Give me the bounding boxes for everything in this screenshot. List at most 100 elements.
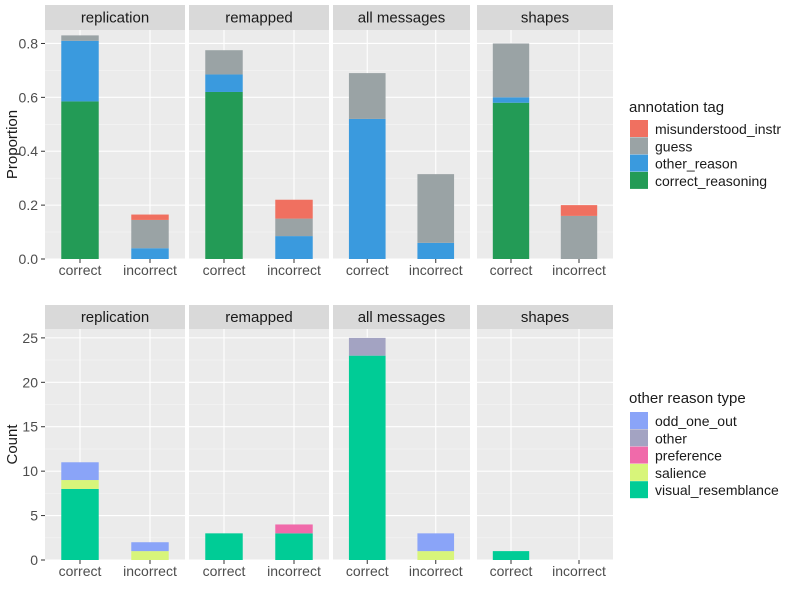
bar-segment-other-reason [131, 248, 169, 259]
bar-segment-misunderstood-instr [275, 199, 313, 219]
x-tick-label: correct [59, 262, 102, 278]
y-tick-label: 15 [22, 419, 38, 435]
legend-swatch-other-reason [630, 154, 648, 172]
panel-background [189, 329, 329, 560]
x-tick-label: incorrect [123, 262, 177, 278]
bar-segment-guess [492, 43, 530, 98]
y-axis-label: Proportion [4, 110, 21, 179]
bar-segment-odd-one-out [131, 542, 169, 552]
x-tick-label: incorrect [409, 563, 463, 579]
x-tick-label: incorrect [267, 563, 321, 579]
facet-title: replication [81, 309, 149, 326]
y-tick-label: 0 [30, 552, 38, 568]
facet-title: remapped [225, 309, 293, 326]
x-tick-label: correct [203, 563, 246, 579]
bar-segment-other-reason [61, 40, 99, 102]
y-tick-label: 20 [22, 374, 38, 390]
facet-strip [477, 305, 613, 329]
facet-strip [189, 5, 329, 30]
bar-segment-salience [61, 480, 99, 489]
y-tick-label: 10 [22, 463, 38, 479]
bar-segment-guess [348, 73, 386, 119]
x-tick-label: incorrect [552, 563, 606, 579]
bar-segment-other-reason [492, 97, 530, 103]
bar-segment-guess [275, 218, 313, 237]
facet-strip [477, 5, 613, 30]
bar-segment-correct-reasoning [205, 91, 243, 259]
facet-title: shapes [521, 309, 569, 326]
x-tick-label: correct [346, 262, 389, 278]
legend-label: guess [655, 138, 692, 154]
legend-label: salience [655, 465, 707, 481]
y-tick-label: 0.8 [19, 35, 39, 51]
bar-segment-salience [131, 551, 169, 560]
bar-segment-misunderstood-instr [131, 214, 169, 220]
facet-title: remapped [225, 10, 293, 27]
bar-segment-visual-resemblance [61, 488, 99, 560]
bar-segment-correct-reasoning [492, 102, 530, 259]
legend-label: other_reason [655, 156, 738, 172]
legend-swatch-correct-reasoning [630, 171, 648, 189]
bar-segment-visual-resemblance [275, 533, 313, 560]
bar-segment-guess [205, 50, 243, 75]
legend-swatch-misunderstood-instr [630, 120, 648, 137]
facet-title: shapes [521, 10, 569, 27]
x-tick-label: incorrect [552, 262, 606, 278]
bar-segment-other-reason [275, 236, 313, 259]
legend-title: other reason type [629, 390, 746, 407]
x-tick-label: correct [490, 563, 533, 579]
y-axis-label: Count [4, 424, 21, 465]
bar-segment-visual-resemblance [205, 533, 243, 560]
y-tick-label: 5 [30, 508, 38, 524]
legend-swatch-visual-resemblance [630, 481, 648, 499]
bar-segment-other-reason [417, 242, 455, 259]
bar-segment-guess [417, 174, 455, 243]
legend-label: visual_resemblance [655, 482, 779, 498]
bar-segment-odd-one-out [417, 533, 455, 552]
bar-segment-visual-resemblance [348, 355, 386, 560]
legend-swatch-other [630, 429, 648, 447]
bar-segment-other [348, 337, 386, 356]
bar-segment-preference [275, 524, 313, 534]
x-tick-label: incorrect [267, 262, 321, 278]
bar-segment-guess [560, 215, 598, 259]
x-tick-label: correct [59, 563, 102, 579]
legend-swatch-preference [630, 446, 648, 464]
legend-swatch-guess [630, 137, 648, 155]
y-tick-label: 25 [22, 330, 38, 346]
x-tick-label: correct [203, 262, 246, 278]
x-tick-label: correct [346, 563, 389, 579]
y-tick-label: 0.2 [19, 197, 39, 213]
bar-segment-guess [131, 219, 169, 249]
x-tick-label: incorrect [123, 563, 177, 579]
bar-segment-salience [417, 551, 455, 560]
legend-label: preference [655, 448, 722, 464]
facet-strip [45, 305, 185, 329]
bar-segment-guess [61, 35, 99, 41]
legend-title: annotation tag [629, 99, 724, 116]
facet-strip [189, 305, 329, 329]
legend-swatch-odd-one-out [630, 412, 648, 429]
facet-strip [45, 5, 185, 30]
y-tick-label: 0.0 [19, 251, 39, 267]
bar-segment-other-reason [348, 118, 386, 259]
legend-swatch-salience [630, 463, 648, 481]
facet-title: all messages [358, 309, 446, 326]
bar-segment-visual-resemblance [492, 551, 530, 560]
legend-label: misunderstood_instr [655, 121, 781, 137]
bar-segment-correct-reasoning [61, 101, 99, 259]
x-tick-label: incorrect [409, 262, 463, 278]
facet-strip [333, 305, 470, 329]
legend-label: correct_reasoning [655, 173, 767, 189]
y-tick-label: 0.4 [19, 143, 39, 159]
bar-segment-odd-one-out [61, 462, 99, 481]
facet-title: all messages [358, 10, 446, 27]
facet-title: replication [81, 10, 149, 27]
x-tick-label: correct [490, 262, 533, 278]
legend-label: odd_one_out [655, 413, 737, 429]
panel-background [477, 329, 613, 560]
bar-segment-other-reason [205, 74, 243, 92]
bar-segment-misunderstood-instr [560, 205, 598, 216]
